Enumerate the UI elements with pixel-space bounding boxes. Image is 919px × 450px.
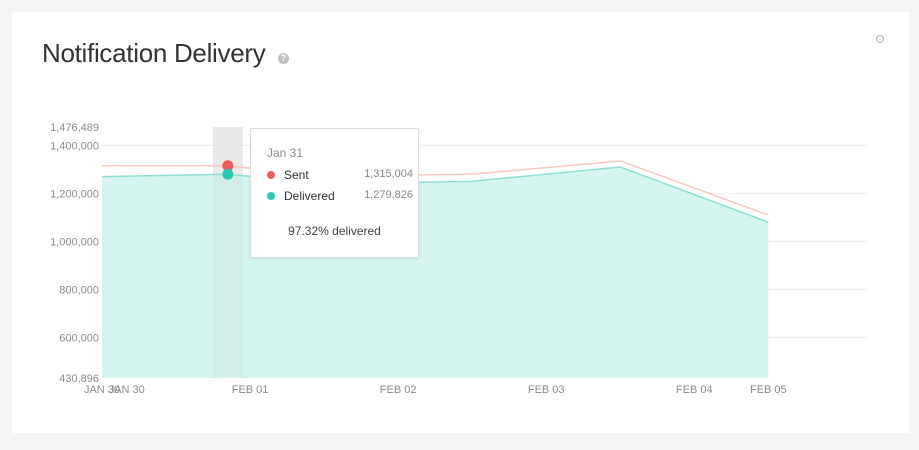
chart-card: Notification Delivery ? 430,896 600,000 80…: [12, 12, 909, 433]
chart-title: Notification Delivery: [42, 38, 266, 68]
tooltip-value: 1,315,004: [364, 168, 413, 180]
y-axis-labels: 430,896 600,000 800,000 1,000,000 1,200,000 1…: [50, 122, 99, 385]
y-tick-label: 600,000: [59, 332, 99, 344]
x-tick-label: JAN 30: [84, 384, 120, 396]
y-tick-label: 1,400,000: [50, 140, 99, 152]
sent-marker: [222, 160, 234, 172]
delivery-area-chart: 430,896 600,000 800,000 1,000,000 1,200,000 1…: [50, 122, 869, 396]
tooltip-label: Delivered: [284, 189, 335, 203]
question-circle-icon[interactable]: ?: [278, 53, 289, 64]
y-tick-label: 430,896: [59, 373, 99, 385]
chart-tooltip: Jan 31 Sent 1,315,004 Delivered 1,279,82…: [250, 128, 419, 258]
x-tick-label: FEB 03: [528, 384, 565, 396]
series-areas: [102, 127, 769, 378]
y-tick-label: 1,200,000: [50, 188, 99, 200]
x-tick-label: FEB 04: [676, 384, 713, 396]
x-tick-label: JAN 30: [109, 384, 145, 396]
settings-circle-icon[interactable]: [876, 35, 884, 43]
y-tick-label: 800,000: [59, 284, 99, 296]
delivered-marker: [222, 168, 234, 180]
tooltip-value: 1,279,826: [364, 189, 413, 201]
sent-dot-icon: [267, 171, 275, 179]
hover-markers: [222, 160, 234, 180]
x-tick-label: FEB 02: [380, 384, 417, 396]
y-tick-label: 1,000,000: [50, 236, 99, 248]
delivered-dot-icon: [267, 192, 275, 200]
tooltip-label: Sent: [284, 168, 309, 182]
tooltip-date: Jan 31: [267, 146, 304, 160]
y-tick-label: 1,476,489: [50, 122, 99, 134]
delivered-area: [102, 166, 769, 378]
x-tick-label: FEB 05: [750, 384, 787, 396]
tooltip-summary: 97.32% delivered: [288, 224, 381, 238]
x-tick-label: FEB 01: [232, 384, 269, 396]
